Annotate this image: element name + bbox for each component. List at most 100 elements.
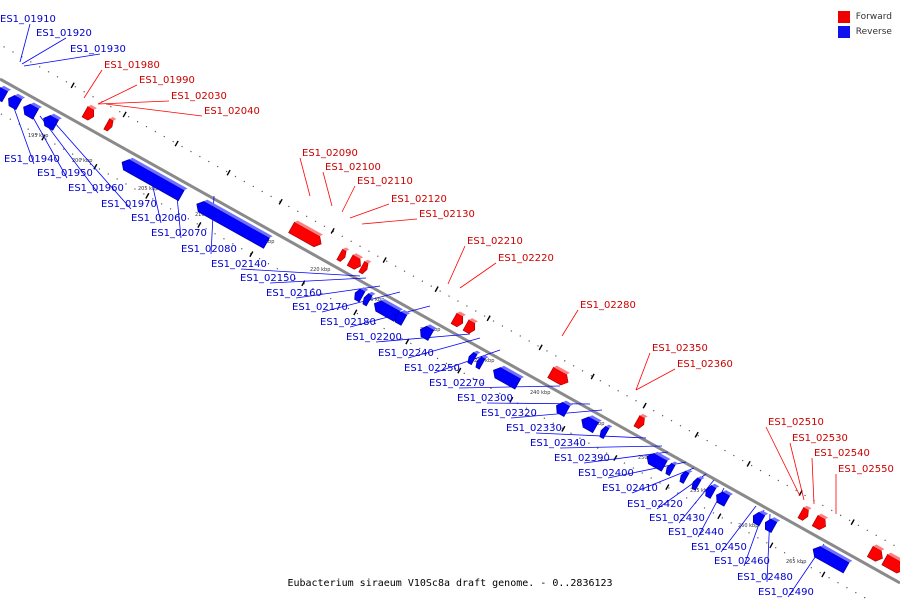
gene-bevel — [873, 544, 885, 551]
forward-gene-arrow[interactable] — [450, 310, 467, 328]
forward-gene-label[interactable]: ES1_02210 — [467, 236, 523, 247]
reverse-gene-label[interactable]: ES1_02060 — [131, 213, 187, 224]
label-leader-line — [19, 23, 31, 63]
reverse-gene-label[interactable]: ES1_02440 — [668, 527, 724, 538]
forward-gene-label[interactable]: ES1_02550 — [838, 464, 894, 475]
reverse-gene-arrow[interactable] — [0, 83, 12, 103]
forward-gene-label[interactable]: ES1_02120 — [391, 194, 447, 205]
reverse-gene-arrow[interactable] — [579, 412, 602, 434]
forward-gene-label[interactable]: ES1_01980 — [104, 60, 160, 71]
reverse-gene-arrow[interactable] — [703, 481, 720, 499]
reverse-gene-arrow[interactable] — [810, 541, 853, 574]
forward-gene-label[interactable]: ES1_02510 — [768, 417, 824, 428]
reverse-gene-label[interactable]: ES1_02080 — [181, 244, 237, 255]
gene-bevel — [0, 85, 12, 92]
reverse-gene-label[interactable]: ES1_02340 — [530, 438, 586, 449]
reverse-gene-label[interactable]: ES1_02140 — [211, 259, 267, 270]
reverse-gene-label[interactable]: ES1_02170 — [292, 302, 348, 313]
forward-gene-label[interactable]: ES1_02280 — [580, 300, 636, 311]
reverse-gene-label[interactable]: ES1_02180 — [320, 317, 376, 328]
reverse-gene-label[interactable]: ES1_01910 — [0, 14, 56, 25]
reverse-gene-arrow[interactable] — [119, 154, 188, 202]
forward-gene-arrow[interactable] — [797, 505, 812, 522]
reverse-gene-arrow[interactable] — [644, 448, 671, 472]
forward-gene-label[interactable]: ES1_02540 — [814, 448, 870, 459]
forward-gene-label[interactable]: ES1_02530 — [792, 433, 848, 444]
reverse-gene-arrow[interactable] — [361, 290, 376, 307]
forward-gene-arrow[interactable] — [633, 413, 648, 430]
forward-gene-label[interactable]: ES1_02130 — [419, 209, 475, 220]
forward-gene-label[interactable]: ES1_02350 — [652, 343, 708, 354]
reverse-gene-arrow[interactable] — [713, 487, 734, 507]
reverse-gene-label[interactable]: ES1_02270 — [429, 378, 485, 389]
forward-gene-label[interactable]: ES1_02110 — [357, 176, 413, 187]
forward-gene-label[interactable]: ES1_02090 — [302, 148, 358, 159]
reverse-gene-label[interactable]: ES1_02330 — [506, 423, 562, 434]
legend-forward-label: Forward — [855, 11, 892, 22]
reverse-gene-arrow[interactable] — [466, 349, 481, 366]
forward-gene-arrow[interactable] — [288, 219, 326, 249]
reverse-gene-arrow[interactable] — [678, 467, 693, 484]
reverse-gene-label[interactable]: ES1_02480 — [737, 572, 793, 583]
forward-gene-arrow[interactable] — [336, 246, 350, 262]
reverse-gene-label[interactable]: ES1_02200 — [346, 332, 402, 343]
reverse-gene-arrow[interactable] — [194, 196, 273, 249]
reverse-gene-arrow[interactable] — [664, 460, 679, 477]
reverse-gene-label[interactable]: ES1_02070 — [151, 228, 207, 239]
forward-gene-label[interactable]: ES1_02360 — [677, 359, 733, 370]
reverse-gene-label[interactable]: ES1_02400 — [578, 468, 634, 479]
reverse-gene-label[interactable]: ES1_02160 — [266, 288, 322, 299]
reverse-gene-arrow[interactable] — [690, 474, 705, 491]
reverse-dotted-guide — [0, 112, 871, 600]
reverse-gene-label[interactable]: ES1_02450 — [691, 542, 747, 553]
reverse-gene-label[interactable]: ES1_01970 — [101, 199, 157, 210]
reverse-gene-label[interactable]: ES1_01950 — [37, 168, 93, 179]
reverse-gene-arrow[interactable] — [474, 353, 489, 370]
reverse-gene-arrow[interactable] — [762, 515, 781, 534]
reverse-gene-label[interactable]: ES1_02390 — [554, 453, 610, 464]
genome-backbone — [0, 77, 900, 585]
label-leader-line — [97, 84, 138, 105]
forward-gene-arrow[interactable] — [346, 252, 365, 271]
reverse-gene-arrow[interactable] — [417, 321, 438, 341]
forward-gene-arrow[interactable] — [103, 116, 117, 132]
reverse-gene-label[interactable]: ES1_02420 — [627, 499, 683, 510]
forward-gene-label[interactable]: ES1_02100 — [325, 162, 381, 173]
reverse-gene-label[interactable]: ES1_01960 — [68, 183, 124, 194]
reverse-gene-label[interactable]: ES1_01930 — [70, 44, 126, 55]
forward-gene-label[interactable]: ES1_01990 — [139, 75, 195, 86]
forward-gene-label[interactable]: ES1_02040 — [204, 106, 260, 117]
label-leader-line — [535, 432, 647, 439]
reverse-gene-label[interactable]: ES1_02320 — [481, 408, 537, 419]
reverse-gene-arrow[interactable] — [598, 423, 613, 440]
reverse-gene-arrow[interactable] — [21, 99, 42, 120]
reverse-gene-arrow[interactable] — [41, 110, 62, 131]
reverse-gene-label[interactable]: ES1_02460 — [714, 556, 770, 567]
forward-gene-arrow[interactable] — [811, 513, 830, 532]
reverse-gene-arrow[interactable] — [5, 91, 26, 111]
reverse-gene-label[interactable]: ES1_01920 — [36, 28, 92, 39]
minor-tick — [405, 338, 410, 345]
forward-gene-label[interactable]: ES1_02220 — [498, 253, 554, 264]
reverse-gene-label[interactable]: ES1_02430 — [649, 513, 705, 524]
forward-gene-arrow[interactable] — [881, 552, 900, 576]
reverse-gene-label[interactable]: ES1_02150 — [240, 273, 296, 284]
forward-gene-arrow[interactable] — [358, 259, 372, 275]
forward-gene-arrow[interactable] — [547, 365, 573, 388]
reverse-gene-arrow[interactable] — [491, 362, 525, 390]
reverse-gene-label[interactable]: ES1_02250 — [404, 363, 460, 374]
reverse-gene-label[interactable]: ES1_02490 — [758, 587, 814, 598]
reverse-gene-arrow[interactable] — [553, 398, 574, 418]
forward-gene-arrow[interactable] — [462, 317, 479, 335]
forward-gene-arrow[interactable] — [81, 104, 98, 122]
reverse-gene-label[interactable]: ES1_02300 — [457, 393, 513, 404]
reverse-gene-label[interactable]: ES1_02240 — [378, 348, 434, 359]
reverse-gene-arrow[interactable] — [392, 307, 411, 326]
forward-gene-arrow[interactable] — [866, 544, 887, 564]
reverse-gene-label[interactable]: ES1_01940 — [4, 154, 60, 165]
reverse-gene-arrow[interactable] — [352, 285, 369, 303]
reverse-gene-label[interactable]: ES1_02410 — [602, 483, 658, 494]
scale-tick-label: 205 kbp — [138, 186, 158, 192]
reverse-gene-arrow[interactable] — [750, 508, 769, 527]
forward-gene-label[interactable]: ES1_02030 — [171, 91, 227, 102]
